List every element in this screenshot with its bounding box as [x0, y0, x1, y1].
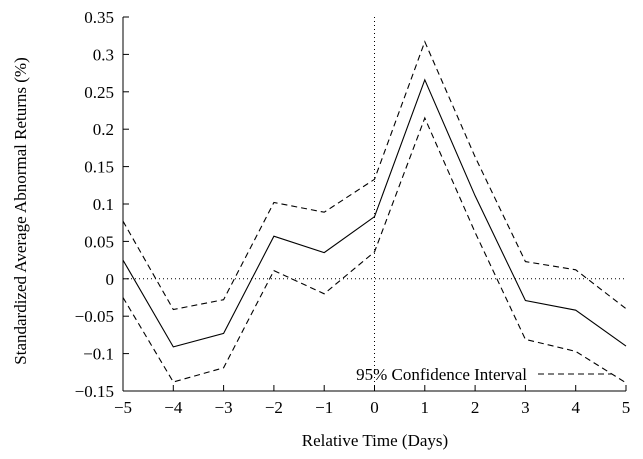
series-line-upper: [122, 40, 627, 311]
tick-labels: −5 −4 −3 −2 −1 0 1 2 3 4 5 −0.15 −0.1 −0.05 0 0.05 0.1 0.…: [75, 8, 631, 417]
series-line-lower: [122, 116, 627, 384]
y-tick-label: 0.05: [84, 232, 114, 251]
y-tick-label: 0.25: [84, 83, 114, 102]
series-group: [122, 40, 627, 384]
y-tick-label: 0.1: [93, 195, 114, 214]
legend: 95% Confidence Interval: [356, 365, 612, 384]
y-tick-label: 0.2: [93, 120, 114, 139]
y-tick-label: 0: [106, 270, 115, 289]
y-tick-label: −0.1: [83, 345, 114, 364]
y-tick-label: 0.35: [84, 8, 114, 27]
series-line-estimate: [122, 78, 627, 348]
y-tick-label: 0.15: [84, 158, 114, 177]
x-axis-title: Relative Time (Days): [302, 431, 448, 450]
x-tick-label: −1: [315, 398, 333, 417]
y-tick-label: −0.05: [75, 307, 114, 326]
y-axis-title: Standardized Average Abnormal Returns (%…: [11, 57, 30, 364]
x-tick-label: 1: [421, 398, 430, 417]
x-tick-label: −3: [215, 398, 233, 417]
reference-lines: [123, 17, 626, 391]
x-tick-label: 0: [370, 398, 379, 417]
x-tick-label: 3: [521, 398, 530, 417]
x-tick-label: −5: [114, 398, 132, 417]
legend-label: 95% Confidence Interval: [356, 365, 527, 384]
x-tick-label: −2: [265, 398, 283, 417]
y-tick-label: −0.15: [75, 382, 114, 401]
x-tick-label: −4: [164, 398, 183, 417]
x-tick-label: 5: [622, 398, 631, 417]
x-tick-label: 2: [471, 398, 480, 417]
y-tick-label: 0.3: [93, 45, 114, 64]
x-tick-label: 4: [571, 398, 580, 417]
axes: [122, 16, 627, 392]
